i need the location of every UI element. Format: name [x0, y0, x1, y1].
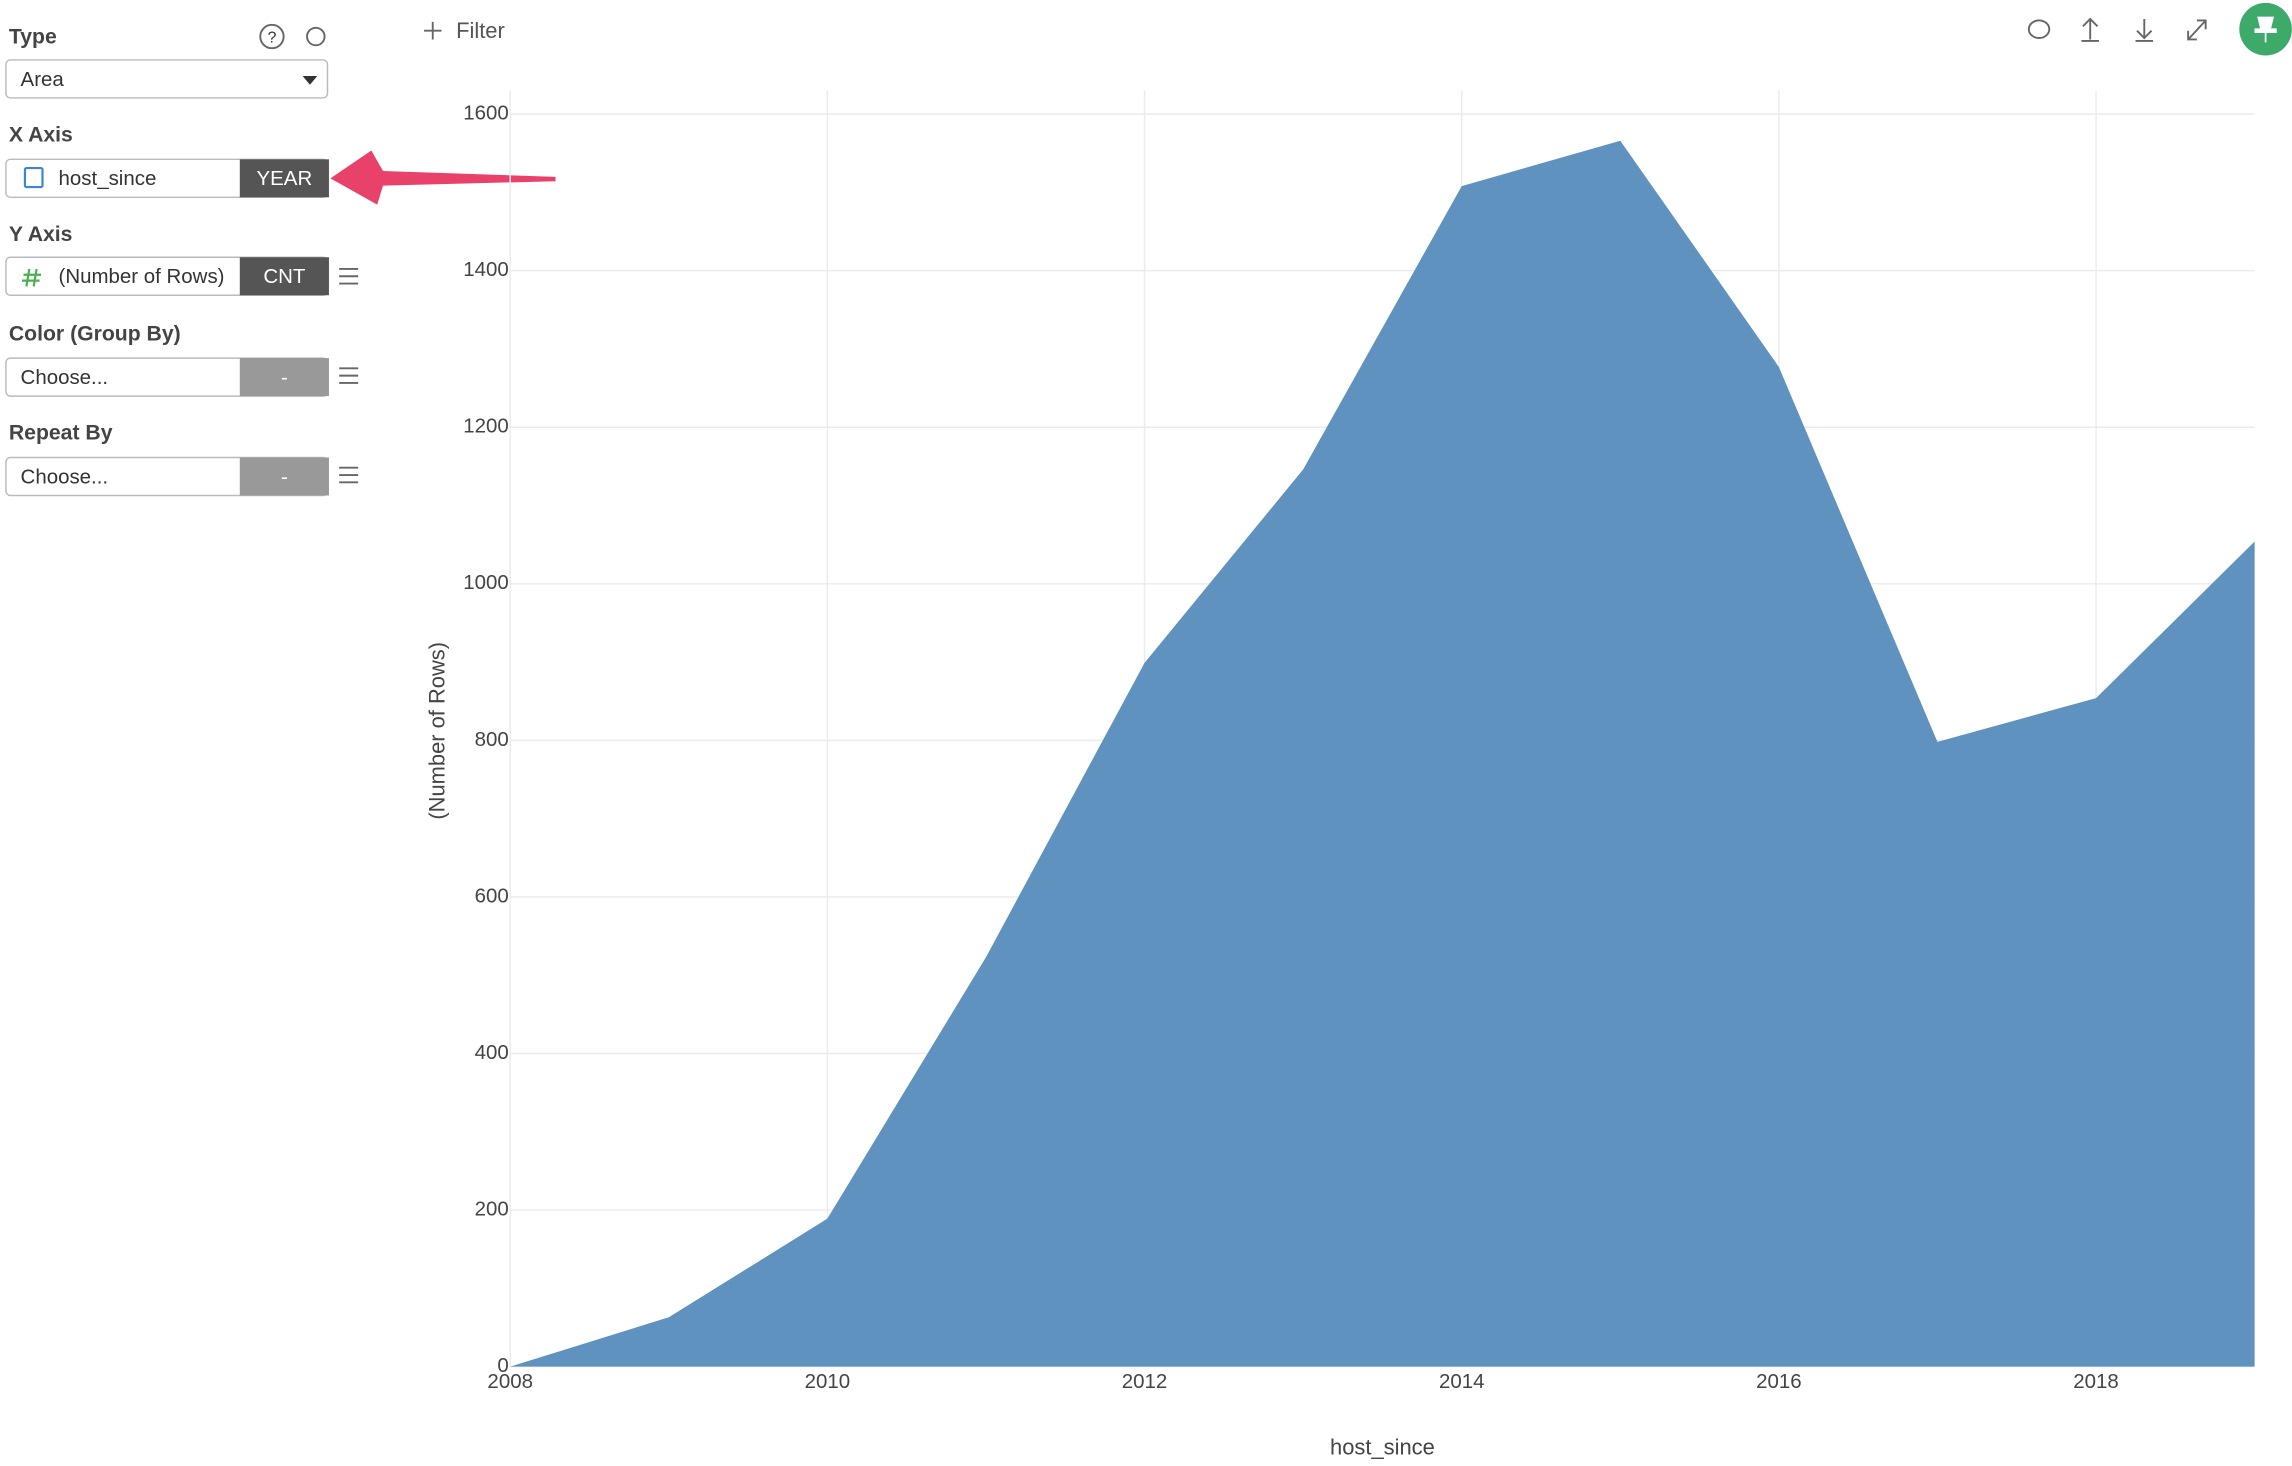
y-tick-label: 600	[475, 884, 509, 907]
upload-icon[interactable]	[2081, 17, 2099, 42]
repeat-agg-button[interactable]	[239, 457, 329, 496]
y-agg: CNT	[263, 265, 306, 288]
download-icon[interactable]	[2135, 19, 2154, 42]
help-glyph: ?	[267, 28, 276, 46]
type-select[interactable]	[5, 59, 329, 99]
type-value: Area	[21, 68, 65, 91]
x-tick-label: 2012	[1122, 1370, 1168, 1393]
repeat-agg: -	[281, 465, 288, 488]
y-tick-label: 1000	[463, 571, 509, 594]
x-agg-button[interactable]	[239, 159, 329, 198]
y-tick-label: 1200	[463, 415, 509, 438]
y-tick-label: 0	[497, 1354, 508, 1377]
y-tick-label: 400	[475, 1041, 509, 1064]
y-axis-label: Y Axis	[9, 223, 73, 246]
filter-button[interactable]: Filter	[456, 18, 505, 43]
filter-plus[interactable]	[423, 21, 442, 40]
x-axis-label: X Axis	[9, 124, 73, 147]
x-axis-title: host_since	[1330, 1434, 1435, 1459]
x-tick-label: 2014	[1439, 1370, 1485, 1393]
number-icon	[22, 268, 42, 287]
y-tick-label: 1600	[463, 102, 509, 125]
color-label: Color (Group By)	[9, 322, 181, 345]
x-tick-label: 2016	[1756, 1370, 1802, 1393]
y-tick-label: 800	[475, 728, 509, 751]
y-tick-label: 200	[475, 1197, 509, 1220]
pin-icon	[2254, 16, 2277, 43]
repeat-value: Choose...	[21, 465, 109, 488]
type-label: Type	[9, 26, 57, 49]
repeat-label: Repeat By	[9, 422, 113, 445]
annotation-arrow	[330, 150, 556, 205]
color-agg: -	[281, 366, 288, 389]
area	[510, 140, 2255, 1367]
color-agg-button[interactable]	[239, 358, 329, 397]
settings-icon[interactable]	[306, 26, 326, 47]
y-tick-label: 1400	[463, 258, 509, 281]
comment-icon[interactable]	[2027, 19, 2051, 39]
calendar-icon	[23, 166, 44, 189]
x-tick-label: 2010	[805, 1370, 851, 1393]
x-field-value: host_since	[59, 167, 157, 190]
y-agg-button[interactable]	[239, 257, 329, 296]
x-agg: YEAR	[257, 167, 313, 190]
menu-icon[interactable]	[339, 466, 359, 484]
x-tick-label: 2018	[2073, 1370, 2119, 1393]
menu-icon[interactable]	[339, 367, 359, 384]
dropdown-caret	[302, 76, 318, 85]
expand-icon[interactable]	[2187, 19, 2207, 41]
y-field-value: (Number of Rows)	[59, 265, 225, 288]
y-axis-title: (Number of Rows)	[424, 642, 449, 820]
color-value: Choose...	[21, 366, 109, 389]
x-tick-label: 2008	[487, 1370, 533, 1393]
help-icon[interactable]	[259, 23, 285, 50]
plot: 0 200 400 600 800 1000 1200 1400 1600 2008 2010 201…	[424, 90, 2255, 1459]
menu-icon[interactable]	[339, 267, 359, 285]
